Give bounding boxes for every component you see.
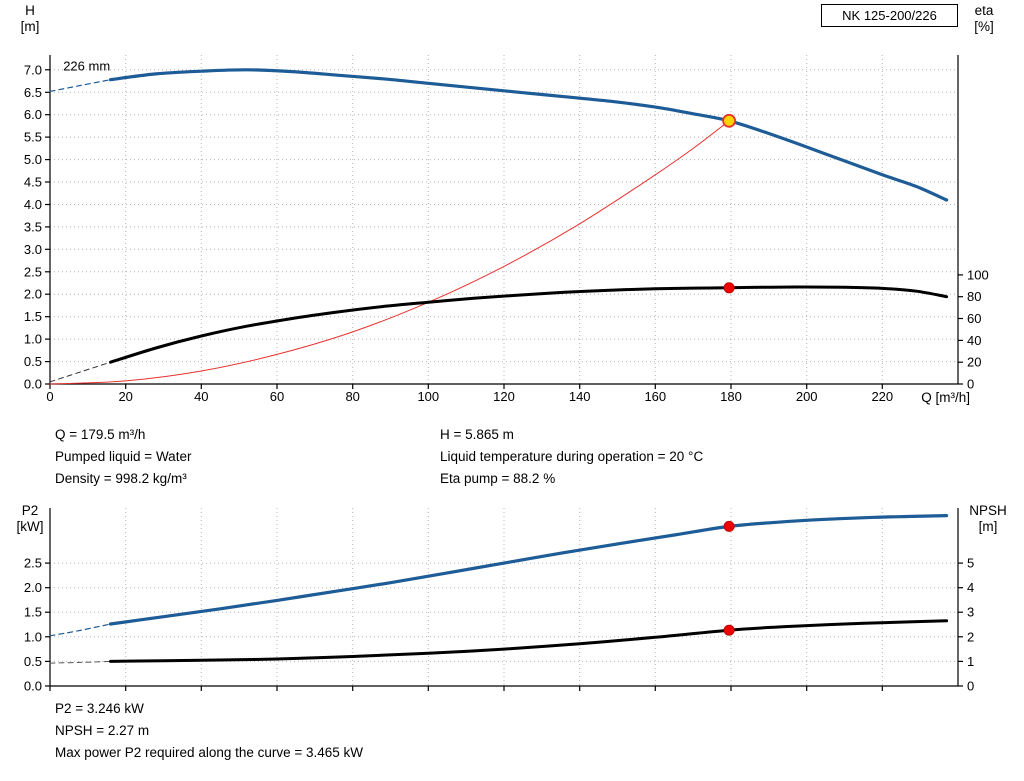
left-tick-label: 1.0	[24, 332, 42, 347]
series-npsh-lead-dashed	[49, 660, 111, 664]
series-p2-power	[108, 514, 949, 626]
left-tick-label: 4.5	[24, 175, 42, 190]
right-tick-label: 3	[967, 605, 974, 620]
right-tick-label: 1	[967, 654, 974, 669]
left-tick-label: 2.0	[24, 580, 42, 595]
left-tick-label: 1.5	[24, 309, 42, 324]
series-head-226mm	[108, 68, 949, 202]
left-tick-label: 0.0	[24, 679, 42, 694]
x-tick-label: 200	[796, 389, 818, 404]
x-tick-label: 80	[345, 389, 359, 404]
left-axis-title: H	[25, 3, 35, 18]
left-tick-label: 0.5	[24, 354, 42, 369]
right-tick-label: 0	[967, 679, 974, 694]
liquid-temp-text: Liquid temperature during operation = 20…	[440, 449, 704, 464]
left-tick-label: 2.0	[24, 287, 42, 302]
pump-model-badge: NK 125-200/226	[821, 4, 958, 27]
left-tick-label: 1.5	[24, 605, 42, 620]
eta-duty-point	[723, 282, 735, 294]
series-p2-lead-dashed	[49, 623, 112, 637]
left-tick-label: 0.5	[24, 654, 42, 669]
right-tick-label: 60	[967, 311, 981, 326]
x-tick-label: 60	[270, 389, 284, 404]
x-tick-label: 220	[871, 389, 893, 404]
series-system-curve	[49, 120, 730, 385]
x-tick-label: 160	[644, 389, 666, 404]
duty-info-column-1: Q = 179.5 m³/h Pumped liquid = Water Den…	[55, 424, 191, 490]
right-axis-unit: [m]	[979, 519, 998, 534]
series-eta-pump	[109, 285, 949, 364]
right-tick-label: 40	[967, 333, 981, 348]
left-tick-label: 5.5	[24, 130, 42, 145]
power-npsh-chart: 0.0 0.5 1.0 1.5 2.0 2.5 0 1 2 3 4 5 P2[kW] NPSH[m]	[17, 503, 1007, 694]
left-axis-unit: [m]	[21, 19, 40, 34]
p2-text: P2 = 3.246 kW	[55, 701, 144, 716]
left-tick-label: 7.0	[24, 62, 42, 77]
right-axis-unit: [%]	[974, 19, 994, 34]
x-tick-label: 120	[493, 389, 515, 404]
x-tick-label: 100	[417, 389, 439, 404]
x-tick-label: 140	[569, 389, 591, 404]
npsh-duty-point	[723, 624, 735, 636]
x-tick-label: 0	[46, 389, 53, 404]
right-tick-label: 2	[967, 629, 974, 644]
x-tick-label: 20	[118, 389, 132, 404]
power-info-block: P2 = 3.246 kW NPSH = 2.27 m Max power P2…	[55, 698, 363, 764]
left-tick-label: 4.0	[24, 197, 42, 212]
left-tick-label: 3.5	[24, 219, 42, 234]
right-axis-title: NPSH	[969, 503, 1007, 518]
npsh-text: NPSH = 2.27 m	[55, 723, 150, 738]
left-tick-label: 1.0	[24, 629, 42, 644]
left-tick-label: 2.5	[24, 264, 42, 279]
right-tick-label: 80	[967, 289, 981, 304]
series-eta-lead-dashed	[49, 361, 111, 383]
left-axis-title: P2	[22, 503, 39, 518]
series-npsh-curve	[109, 619, 949, 663]
right-tick-label: 5	[967, 556, 974, 571]
right-tick-label: 20	[967, 355, 981, 370]
eta-pump-text: Eta pump = 88.2 %	[440, 471, 556, 486]
left-axis-unit: [kW]	[17, 519, 44, 534]
curve-annotation: 226 mm	[63, 59, 110, 74]
p2-duty-point	[723, 520, 735, 532]
series-head-lead-dashed	[49, 79, 112, 92]
x-tick-label: 180	[720, 389, 742, 404]
left-tick-label: 5.0	[24, 152, 42, 167]
x-tick-label: 40	[194, 389, 208, 404]
right-axis-title: eta	[975, 3, 994, 18]
pumped-liquid-text: Pumped liquid = Water	[55, 449, 192, 464]
right-tick-label: 0	[967, 377, 974, 392]
max-power-text: Max power P2 required along the curve = …	[55, 745, 364, 760]
head-efficiency-chart: 0.0 0.5 1.0 1.5 2.0 2.5 3.0 3.5 4.0 4.5 5.0 5.5 6.0 6…	[21, 3, 994, 405]
left-tick-label: 6.0	[24, 107, 42, 122]
right-tick-label: 4	[967, 580, 974, 595]
duty-info-column-2: H = 5.865 m Liquid temperature during op…	[440, 424, 703, 490]
duty-flow-text: Q = 179.5 m³/h	[55, 427, 146, 442]
left-tick-label: 2.5	[24, 556, 42, 571]
left-tick-label: 3.0	[24, 242, 42, 257]
density-text: Density = 998.2 kg/m³	[55, 471, 187, 486]
x-axis-title: Q [m³/h]	[921, 390, 970, 405]
left-tick-label: 0.0	[24, 377, 42, 392]
duty-point	[722, 113, 736, 128]
right-tick-label: 100	[967, 267, 989, 282]
duty-head-text: H = 5.865 m	[440, 427, 514, 442]
left-tick-label: 6.5	[24, 85, 42, 100]
